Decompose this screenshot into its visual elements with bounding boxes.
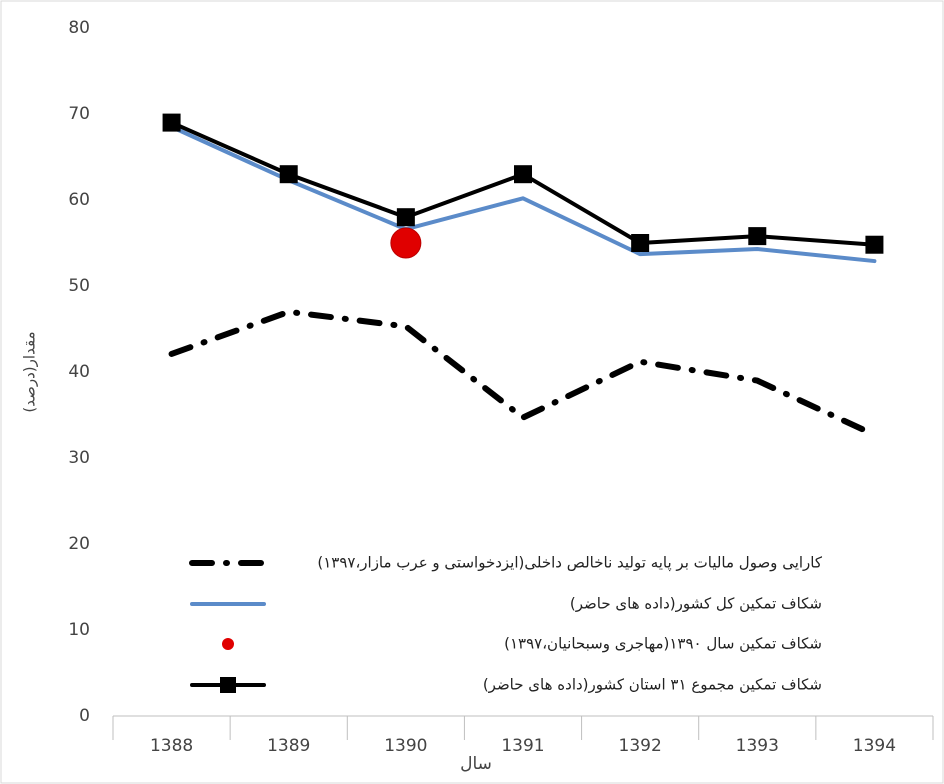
marker (390, 227, 422, 259)
y-tick-label: 70 (68, 104, 90, 124)
x-tick-label: 1390 (384, 736, 427, 756)
legend-label: کارایی وصول مالیات بر پایه تولید ناخالص … (317, 554, 823, 573)
x-tick-label: 1393 (736, 736, 779, 756)
y-tick-label: 10 (68, 620, 90, 640)
x-tick-label: 1389 (267, 736, 310, 756)
y-tick-label: 50 (68, 276, 90, 296)
legend-swatch (222, 638, 234, 650)
legend-swatch (220, 677, 236, 693)
y-tick-label: 60 (68, 190, 90, 210)
marker (279, 165, 298, 184)
x-tick-label: 1388 (150, 736, 193, 756)
marker (748, 227, 767, 246)
y-tick-label: 80 (68, 18, 90, 38)
x-tick-label: 1394 (853, 736, 896, 756)
marker (396, 208, 415, 227)
legend-label: شکاف تمکین مجموع ۳۱ استان کشور(داده های … (483, 676, 822, 694)
x-tick-label: 1391 (501, 736, 544, 756)
x-axis-label: سال (460, 754, 492, 774)
y-tick-label: 30 (68, 448, 90, 468)
y-axis-label: مقدار(درصد) (21, 331, 39, 412)
series-line (168, 308, 878, 438)
x-tick-label: 1392 (619, 736, 662, 756)
marker (865, 235, 884, 254)
legend-label: شکاف تمکین کل کشور(داده های حاضر) (570, 595, 822, 613)
y-tick-label: 0 (79, 706, 90, 726)
marker (631, 234, 650, 252)
marker (514, 165, 532, 184)
y-tick-label: 40 (68, 362, 90, 382)
legend-label: شکاف تمکین سال ۱۳۹۰(مهاجری وسبحانیان،۱۳۹… (504, 635, 822, 653)
marker (162, 113, 181, 132)
y-tick-label: 20 (68, 534, 90, 554)
